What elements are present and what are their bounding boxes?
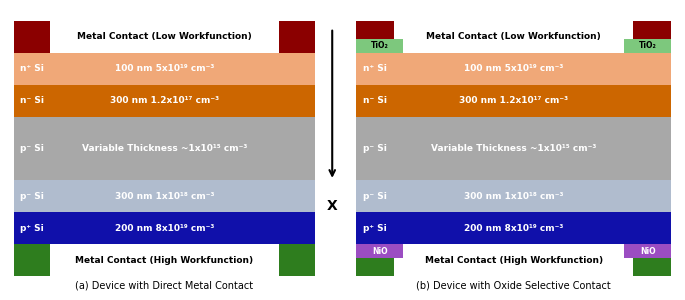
Text: 300 nm 1x10¹⁸ cm⁻³: 300 nm 1x10¹⁸ cm⁻³	[464, 192, 564, 201]
Text: TiO₂: TiO₂	[638, 41, 657, 50]
Text: Variable Thickness ~1x10¹⁵ cm⁻³: Variable Thickness ~1x10¹⁵ cm⁻³	[82, 144, 247, 153]
Text: 300 nm 1.2x10¹⁷ cm⁻³: 300 nm 1.2x10¹⁷ cm⁻³	[459, 96, 569, 105]
Bar	[356, 117, 671, 180]
Bar	[356, 21, 394, 53]
Bar	[14, 21, 50, 53]
Text: p⁻ Si: p⁻ Si	[20, 192, 44, 201]
Text: 100 nm 5x10¹⁹ cm⁻³: 100 nm 5x10¹⁹ cm⁻³	[114, 64, 214, 73]
Text: X: X	[327, 199, 338, 213]
Bar	[14, 180, 315, 212]
Text: Metal Contact (High Workfunction): Metal Contact (High Workfunction)	[425, 256, 603, 265]
Bar	[356, 85, 671, 117]
Text: Metal Contact (Low Workfunction): Metal Contact (Low Workfunction)	[426, 32, 601, 41]
Bar	[356, 244, 403, 259]
Bar	[14, 53, 315, 85]
Bar	[356, 244, 394, 276]
Bar	[624, 244, 671, 259]
Text: 300 nm 1x10¹⁸ cm⁻³: 300 nm 1x10¹⁸ cm⁻³	[114, 192, 214, 201]
Text: n⁺ Si: n⁺ Si	[20, 64, 44, 73]
Bar	[14, 212, 315, 244]
Bar	[279, 244, 315, 276]
Text: 100 nm 5x10¹⁹ cm⁻³: 100 nm 5x10¹⁹ cm⁻³	[464, 64, 564, 73]
Text: p⁻ Si: p⁻ Si	[20, 144, 44, 153]
Bar	[634, 244, 671, 276]
Bar	[14, 21, 315, 53]
Text: p⁺ Si: p⁺ Si	[20, 224, 43, 233]
Text: n⁻ Si: n⁻ Si	[362, 96, 386, 105]
Bar	[624, 38, 671, 53]
Text: (a) Device with Direct Metal Contact: (a) Device with Direct Metal Contact	[75, 281, 253, 291]
Text: n⁻ Si: n⁻ Si	[20, 96, 44, 105]
Bar	[356, 53, 671, 85]
Text: NiO: NiO	[372, 247, 388, 256]
Text: p⁻ Si: p⁻ Si	[362, 144, 386, 153]
Bar	[14, 244, 315, 276]
Bar	[356, 38, 403, 53]
Text: TiO₂: TiO₂	[371, 41, 389, 50]
Text: Metal Contact (High Workfunction): Metal Contact (High Workfunction)	[75, 256, 253, 265]
Text: n⁺ Si: n⁺ Si	[362, 64, 386, 73]
Bar	[14, 244, 50, 276]
Text: (b) Device with Oxide Selective Contact: (b) Device with Oxide Selective Contact	[416, 281, 611, 291]
Bar	[279, 21, 315, 53]
Text: NiO: NiO	[640, 247, 656, 256]
Bar	[356, 180, 671, 212]
Bar	[356, 212, 671, 244]
Text: p⁺ Si: p⁺ Si	[362, 224, 386, 233]
Bar	[14, 85, 315, 117]
Text: 200 nm 8x10¹⁹ cm⁻³: 200 nm 8x10¹⁹ cm⁻³	[464, 224, 564, 233]
Text: 200 nm 8x10¹⁹ cm⁻³: 200 nm 8x10¹⁹ cm⁻³	[114, 224, 214, 233]
Bar	[356, 21, 671, 53]
Bar	[634, 21, 671, 53]
Text: p⁻ Si: p⁻ Si	[362, 192, 386, 201]
Text: Variable Thickness ~1x10¹⁵ cm⁻³: Variable Thickness ~1x10¹⁵ cm⁻³	[431, 144, 597, 153]
Bar	[14, 117, 315, 180]
Text: 300 nm 1.2x10¹⁷ cm⁻³: 300 nm 1.2x10¹⁷ cm⁻³	[110, 96, 219, 105]
Text: Metal Contact (Low Workfunction): Metal Contact (Low Workfunction)	[77, 32, 252, 41]
Bar	[356, 244, 671, 276]
